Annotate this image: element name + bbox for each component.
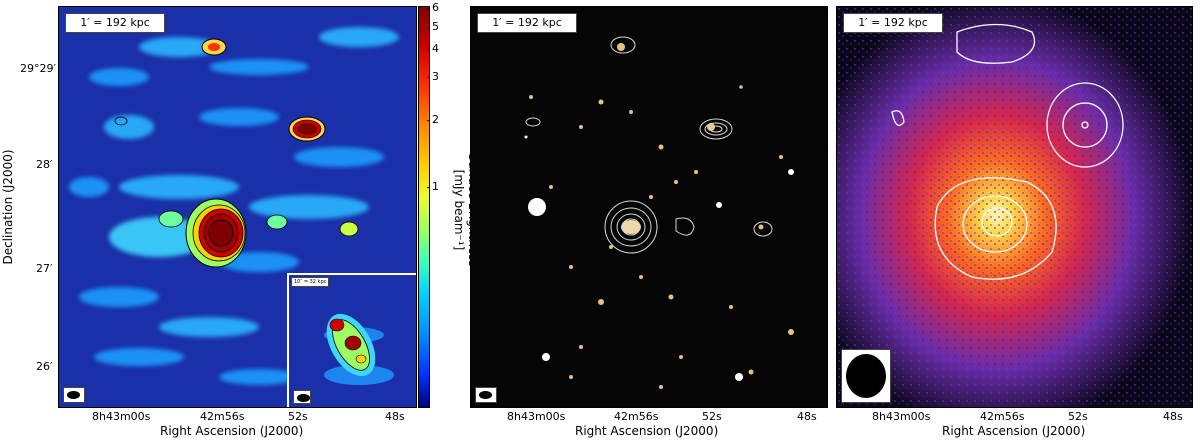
x-tick-label: 52s <box>1068 410 1088 423</box>
colorbar-tick: 6 <box>427 1 439 14</box>
radio-map-image <box>69 27 399 385</box>
colorbar-tick: 5 <box>427 20 439 33</box>
beam-ellipse-icon <box>63 387 85 403</box>
zoom-inset: 10″ = 32 kpc <box>287 273 416 407</box>
y-tick-label: 27′ <box>36 262 53 275</box>
x-tick-label: 48s <box>797 410 817 423</box>
xray-image <box>837 7 1192 407</box>
colorbar-tick: 2 <box>427 113 439 126</box>
x-tick-label: 48s <box>1163 410 1183 423</box>
optical-panel: 1′ = 192 kpc <box>470 6 828 408</box>
scale-bar-label: 1′ = 192 kpc <box>477 13 577 33</box>
y-axis-label: Declination (J2000) <box>1 149 15 265</box>
y-tick-label: 26′ <box>36 360 53 373</box>
radio-map-panel: 1′ = 192 kpc 10″ = 32 kpc <box>58 6 417 408</box>
x-axis-label: Right Ascension (J2000) <box>160 424 304 438</box>
colorbar-tick: 1 <box>427 180 439 193</box>
beam-ellipse-icon <box>475 387 497 403</box>
x-tick-label: 48s <box>385 410 405 423</box>
y-tick-label: 28′ <box>36 158 53 171</box>
xray-panel: 1′ = 192 kpc <box>836 6 1193 408</box>
x-tick-label: 8h43m00s <box>92 410 151 423</box>
scale-bar-label: 1′ = 192 kpc <box>843 13 943 33</box>
inset-beam-icon <box>293 390 311 404</box>
optical-image <box>524 36 794 389</box>
x-axis-label: Right Ascension (J2000) <box>575 424 719 438</box>
x-tick-label: 42m56s <box>614 410 659 423</box>
scale-bar-label: 1′ = 192 kpc <box>65 13 165 33</box>
inset-image <box>324 313 394 385</box>
x-tick-label: 8h43m00s <box>872 410 931 423</box>
colorbar-tick: 3 <box>427 70 439 83</box>
inset-scale-label: 10″ = 32 kpc <box>291 277 330 287</box>
x-tick-label: 8h43m00s <box>507 410 566 423</box>
x-tick-label: 52s <box>288 410 308 423</box>
colorbar-tick: 4 <box>427 42 439 55</box>
x-tick-label: 42m56s <box>980 410 1025 423</box>
x-tick-label: 52s <box>702 410 722 423</box>
y-tick-label: 29°29′ <box>20 62 56 75</box>
beam-ellipse-icon <box>841 349 891 403</box>
colorbar <box>418 6 430 408</box>
x-axis-label: Right Ascension (J2000) <box>942 424 1086 438</box>
x-tick-label: 42m56s <box>200 410 245 423</box>
